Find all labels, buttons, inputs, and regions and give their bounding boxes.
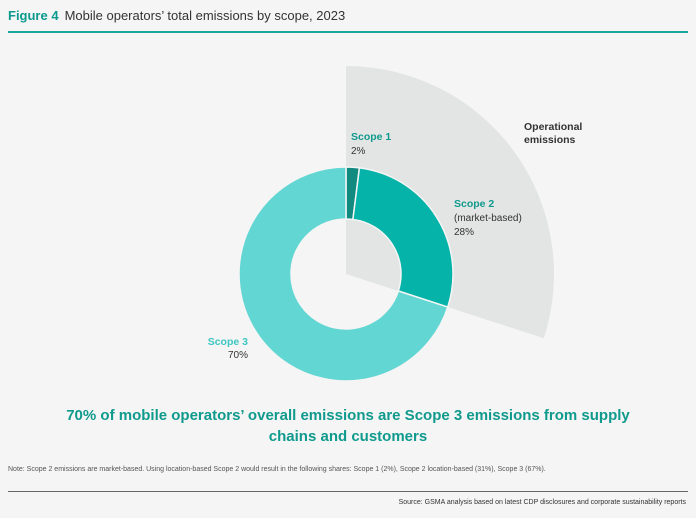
scope1-name-label: Scope 1: [351, 131, 391, 143]
figure-title: Mobile operators’ total emissions by sco…: [64, 8, 346, 23]
operational-label-line1: Operational: [524, 121, 582, 133]
key-finding-callout: 70% of mobile operators’ overall emissio…: [40, 405, 656, 447]
source-text: Source: GSMA analysis based on latest CD…: [398, 499, 686, 506]
scope2-sublabel: (market-based): [454, 213, 522, 224]
callout-line-2: chains and customers: [268, 428, 428, 445]
scope2-name-label: Scope 2: [454, 198, 494, 210]
scope2-value-label: 28%: [454, 227, 474, 238]
figure-label: Figure 4: [8, 8, 59, 23]
callout-line-1: 70% of mobile operators’ overall emissio…: [66, 407, 630, 424]
figure-header: Figure 4 Mobile operators’ total emission…: [8, 8, 688, 32]
footer-rule: [8, 491, 688, 492]
operational-emissions-wedge: [346, 66, 554, 339]
scope3-name-label: Scope 3: [208, 336, 248, 348]
donut-chart: Operational emissions Scope 1 2% Scope 2…: [208, 66, 582, 382]
scope2-slice: [352, 167, 454, 309]
operational-label-line2: emissions: [524, 134, 576, 146]
header-rule: [8, 31, 688, 33]
scope3-slice: [238, 166, 449, 382]
scope3-value-label: 70%: [228, 350, 248, 361]
footnote: Note: Scope 2 emissions are market-based…: [8, 466, 546, 473]
scope1-value-label: 2%: [351, 146, 366, 157]
